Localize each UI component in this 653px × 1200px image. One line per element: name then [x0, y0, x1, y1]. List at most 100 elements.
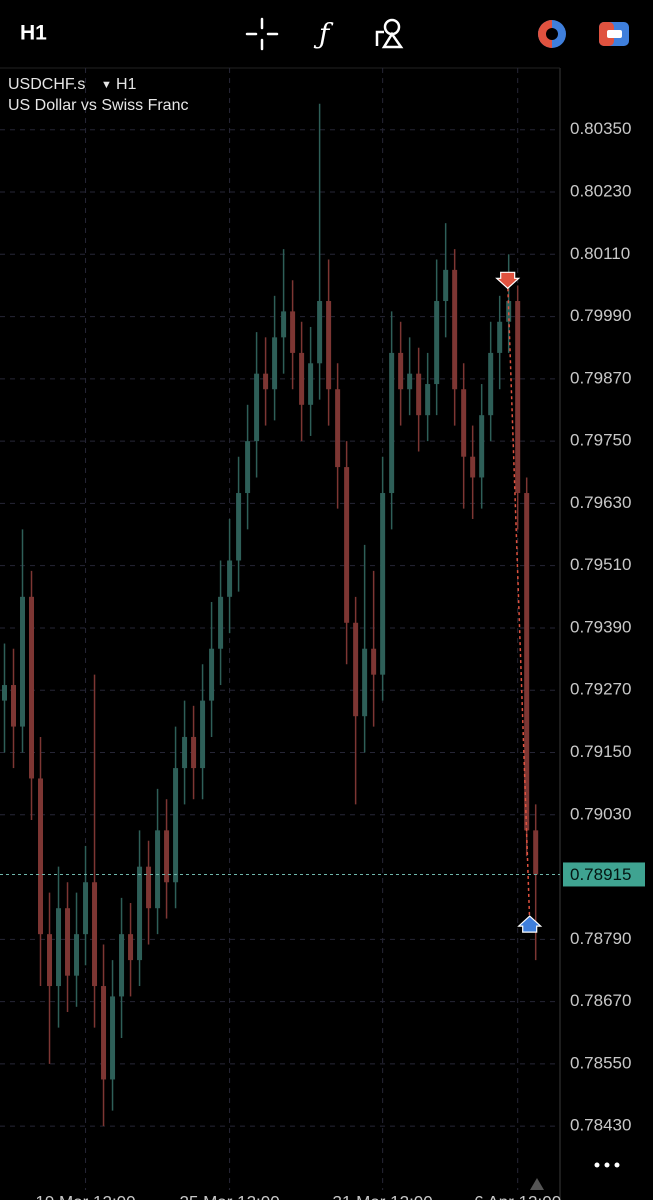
- current-price-box: [563, 862, 645, 887]
- candle-body: [299, 352, 305, 405]
- candle-body: [218, 596, 224, 649]
- candle-body: [2, 685, 8, 701]
- y-tick-label: 0.78670: [570, 991, 631, 1010]
- candle-body: [515, 301, 521, 494]
- symbol-dropdown-icon[interactable]: ▼: [101, 79, 112, 91]
- candle-body: [389, 352, 395, 494]
- candle-body: [371, 648, 377, 675]
- candle-body: [416, 373, 422, 416]
- candle-body: [65, 908, 71, 976]
- candle-body: [119, 934, 125, 997]
- candle-body: [272, 337, 278, 390]
- candle-body: [38, 778, 44, 935]
- symbol-timeframe: H1: [116, 76, 137, 93]
- candle-body: [164, 830, 170, 883]
- candle-body: [461, 389, 467, 457]
- y-tick-label: 0.80230: [570, 182, 631, 201]
- candle-body: [74, 934, 80, 976]
- candle-body: [344, 467, 350, 623]
- trade-icon[interactable]: [599, 22, 629, 46]
- candle-body: [110, 996, 116, 1080]
- account-icon[interactable]: [538, 20, 566, 48]
- candle-body: [425, 384, 431, 416]
- candle-body: [227, 560, 233, 597]
- candle-body: [209, 648, 215, 701]
- candle-body: [317, 301, 323, 364]
- y-tick-label: 0.79750: [570, 431, 631, 450]
- candle-body: [308, 363, 314, 405]
- x-tick-label: 25 Mar 12:00: [179, 1192, 279, 1200]
- x-tick-label: 19 Mar 12:00: [35, 1192, 135, 1200]
- candle-body: [101, 986, 107, 1080]
- candle-body: [452, 269, 458, 390]
- candle-body: [263, 373, 269, 390]
- y-tick-label: 0.79270: [570, 680, 631, 699]
- candle-body: [20, 596, 26, 727]
- y-tick-label: 0.78430: [570, 1116, 631, 1135]
- plot: [0, 68, 560, 1190]
- candle-body: [83, 882, 89, 935]
- crosshair-icon[interactable]: [245, 17, 279, 51]
- candle-body: [11, 685, 17, 727]
- y-tick-label: 0.78550: [570, 1053, 631, 1072]
- candle-body: [326, 301, 332, 390]
- candle-body: [488, 352, 494, 416]
- candle-body: [191, 736, 197, 769]
- y-tick-label: 0.80110: [570, 244, 630, 263]
- trade-line: [506, 282, 531, 923]
- y-tick-label: 0.79150: [570, 742, 631, 761]
- candle-body: [236, 493, 242, 561]
- x-tick-label: 6 Apr 12:00: [474, 1192, 561, 1200]
- symbol-description: US Dollar vs Swiss Franc: [8, 97, 188, 114]
- y-tick-label: 0.79870: [570, 368, 631, 387]
- candle-body: [155, 830, 161, 909]
- candle-body: [353, 622, 359, 717]
- more-icon[interactable]: [594, 1162, 620, 1168]
- candle-body: [443, 269, 449, 302]
- symbol-name[interactable]: USDCHF.s: [8, 76, 85, 93]
- y-tick-label: 0.79390: [570, 617, 631, 636]
- timeframe-button[interactable]: H1: [20, 22, 47, 45]
- candle-body: [497, 321, 503, 353]
- candle-body: [533, 830, 539, 875]
- y-tick-label: 0.79630: [570, 493, 631, 512]
- candle-body: [29, 596, 35, 779]
- candle-body: [200, 700, 206, 769]
- current-price-label: 0.78915: [570, 865, 631, 884]
- candle-body: [362, 648, 368, 717]
- candle-body: [380, 493, 386, 675]
- candle-body: [182, 736, 188, 769]
- y-tick-label: 0.78790: [570, 929, 631, 948]
- y-tick-label: 0.79990: [570, 306, 631, 325]
- candle-body: [434, 301, 440, 385]
- y-tick-label: 0.80350: [570, 119, 631, 138]
- x-tick-label: 31 Mar 12:00: [333, 1192, 433, 1200]
- candle-body: [47, 934, 53, 987]
- candle-body: [470, 456, 476, 478]
- candle-body: [245, 441, 251, 494]
- candle-body: [290, 311, 296, 353]
- candle-body: [398, 352, 404, 390]
- candle-body: [524, 493, 530, 831]
- candle-body: [506, 301, 512, 322]
- buy-marker: [517, 915, 543, 933]
- candle-body: [128, 934, 134, 961]
- candle-body: [146, 866, 152, 909]
- objects-icon[interactable]: [375, 18, 404, 49]
- candle-body: [479, 415, 485, 478]
- candle-body: [137, 866, 143, 961]
- sell-marker: [495, 271, 521, 290]
- candle-body: [407, 373, 413, 390]
- y-tick-label: 0.79030: [570, 804, 631, 823]
- candle-body: [56, 908, 62, 987]
- candle-body: [281, 311, 287, 338]
- indicators-icon[interactable]: ƒ: [313, 18, 334, 51]
- candle-body: [254, 373, 260, 442]
- scroll-end-icon[interactable]: [530, 1178, 544, 1190]
- candle-body: [173, 768, 179, 883]
- candle-body: [335, 389, 341, 468]
- y-tick-label: 0.79510: [570, 555, 631, 574]
- candle-body: [92, 882, 98, 987]
